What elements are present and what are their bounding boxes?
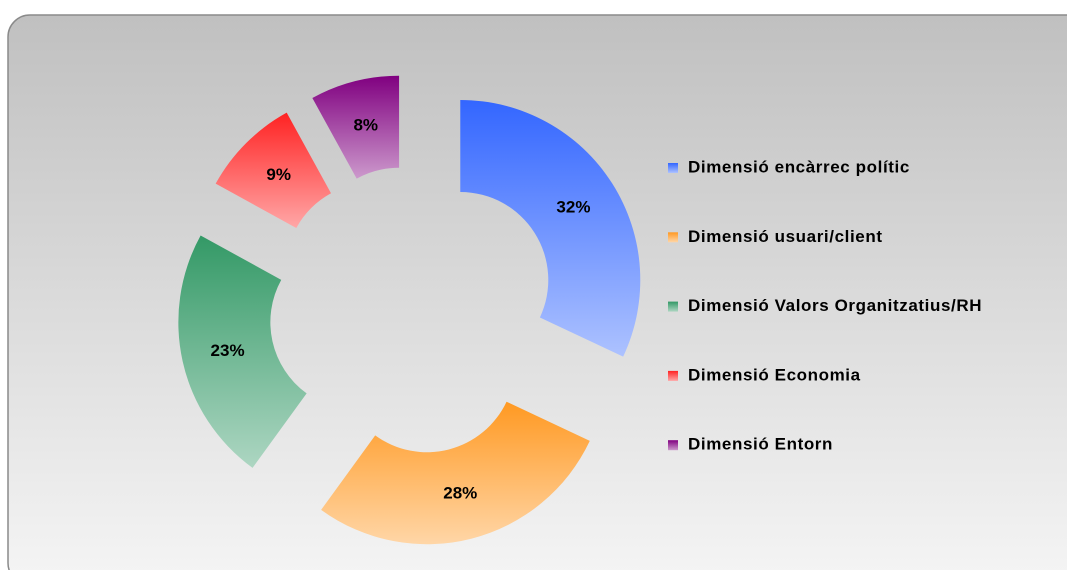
legend-swatch: [668, 232, 678, 243]
data-label: 32%: [556, 198, 590, 217]
data-label: 8%: [353, 115, 378, 134]
legend-label: Dimensió Economia: [688, 365, 861, 384]
donut-segment: [321, 401, 590, 545]
donut-segment: [215, 112, 332, 229]
legend-label: Dimensió Valors Organitzatius/RH: [688, 296, 982, 315]
legend-label: Dimensió usuari/client: [688, 227, 883, 246]
data-label: 9%: [266, 165, 291, 184]
legend-swatch: [668, 370, 678, 381]
legend-swatch: [668, 301, 678, 312]
legend-swatch: [668, 163, 678, 173]
legend-label: Dimensió Entorn: [688, 435, 833, 454]
data-label: 28%: [443, 484, 477, 503]
donut-segment: [460, 99, 641, 357]
legend-swatch: [668, 440, 678, 451]
donut-segment: [178, 235, 307, 468]
data-label: 23%: [211, 341, 245, 360]
legend-label: Dimensió encàrrec polític: [688, 157, 910, 176]
donut-segment: [312, 75, 400, 179]
